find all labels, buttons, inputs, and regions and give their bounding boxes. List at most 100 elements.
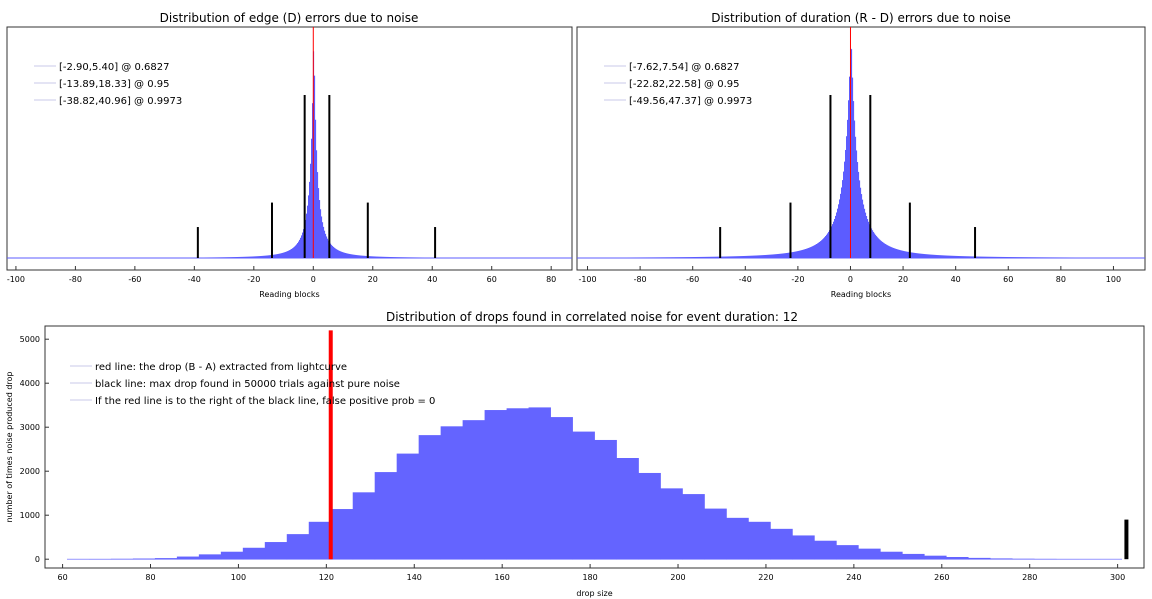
chart2-histogram-bar	[840, 193, 842, 258]
chart2-histogram-bar	[731, 256, 733, 258]
chart2-histogram-bar	[907, 251, 909, 258]
chart1-histogram-bar	[340, 251, 342, 258]
chart2-histogram-bar	[709, 256, 711, 258]
chart2-histogram-bar	[836, 212, 838, 258]
chart1-histogram-bar	[289, 250, 291, 258]
chart2-histogram-bar	[899, 249, 901, 258]
chart2-histogram-bar	[828, 231, 830, 258]
chart2-histogram-bar	[780, 253, 782, 258]
chart2-histogram-bar	[908, 251, 910, 258]
chart2-histogram-bar	[839, 199, 841, 258]
chart1-histogram-bar	[375, 256, 377, 258]
chart1-histogram-bar	[330, 243, 332, 258]
chart2-histogram-bar	[838, 204, 840, 258]
chart2-histogram-bar	[808, 247, 810, 258]
chart2-histogram-bar	[773, 254, 775, 258]
chart3-bar	[660, 488, 683, 560]
chart2-legend-entry-2: [-49.56,47.37] @ 0.9973	[629, 96, 752, 107]
chart2-histogram-bar	[814, 245, 816, 258]
chart1-histogram-bar	[359, 255, 361, 258]
chart2-histogram-bar	[743, 256, 745, 258]
chart1-title: Distribution of edge (D) errors due to n…	[159, 11, 419, 25]
chart2-histogram-bar	[953, 255, 955, 258]
chart2-histogram-bar	[845, 149, 847, 258]
chart1-histogram-bar	[245, 256, 247, 258]
chart1-histogram-bar	[280, 253, 282, 258]
chart2-histogram-bar	[844, 161, 846, 258]
chart2-histogram-bar	[936, 254, 938, 258]
chart3-bar	[418, 435, 442, 560]
chart1-histogram-bar	[344, 252, 346, 258]
chart2-histogram-bar	[935, 254, 937, 258]
chart2-histogram-bar	[811, 246, 813, 258]
chart2-histogram-bar	[893, 247, 895, 258]
chart2-histogram-bar	[727, 256, 729, 258]
chart2-histogram-bar	[950, 255, 952, 258]
chart2-histogram-bar	[807, 248, 809, 258]
chart1-histogram-bar	[357, 255, 359, 258]
chart1-histogram-bar	[354, 254, 356, 258]
chart3-ylabel: number of times noise produced drop	[5, 372, 14, 523]
chart1-histogram-bar	[248, 256, 250, 258]
chart1-histogram-bar	[355, 254, 357, 258]
chart2-histogram-bar	[822, 239, 824, 258]
chart1-xtick-label: -40	[188, 275, 201, 284]
chart2-histogram-bar	[924, 254, 926, 258]
chart1-histogram-bar	[343, 252, 345, 258]
chart1-histogram-bar	[339, 250, 341, 258]
chart3-bar	[902, 553, 925, 560]
chart2-histogram-bar	[898, 249, 900, 258]
chart2-histogram-bar	[725, 256, 727, 258]
chart1-histogram-bar	[306, 213, 308, 258]
chart2-histogram-bar	[978, 256, 980, 258]
chart1-histogram-bar	[351, 254, 353, 258]
chart2-histogram-bar	[768, 254, 770, 258]
chart2-histogram-bar	[746, 255, 748, 258]
chart2-histogram-bar	[904, 251, 906, 258]
chart2-histogram-bar	[737, 256, 739, 258]
chart2-histogram-bar	[885, 244, 887, 258]
chart2-histogram-bar	[697, 256, 699, 258]
chart2-histogram-bar	[803, 249, 805, 258]
chart2-histogram-bar	[726, 256, 728, 258]
chart1-xtick-label: -80	[69, 275, 82, 284]
chart2-histogram-bar	[929, 254, 931, 258]
chart3-xtick-label: 160	[495, 573, 510, 582]
chart2-histogram-bar	[834, 218, 836, 258]
chart2-histogram-bar	[932, 254, 934, 258]
chart1-histogram-bar	[360, 255, 362, 258]
chart1-histogram-bar	[266, 255, 268, 258]
chart2-histogram-bar	[863, 204, 865, 258]
chart1-xtick-label: 80	[546, 275, 556, 284]
chart1-histogram-bar	[315, 119, 317, 258]
chart3-bar	[198, 554, 222, 560]
chart2-histogram-bar	[715, 256, 717, 258]
chart3-bar	[352, 492, 376, 560]
chart2-histogram-bar	[966, 256, 968, 258]
chart2-histogram-bar	[944, 255, 946, 258]
chart1-histogram-bar	[379, 256, 381, 258]
chart2-xtick-label: -80	[634, 275, 647, 284]
chart1-histogram-bar	[384, 256, 386, 258]
chart2-histogram-bar	[965, 256, 967, 258]
chart2-histogram-bar	[954, 255, 956, 258]
chart2-xtick-label: -40	[739, 275, 752, 284]
chart2-histogram-bar	[1006, 256, 1008, 258]
chart3-bar	[836, 545, 859, 560]
chart2-histogram-bar	[796, 251, 798, 258]
chart2-xtick-label: 40	[951, 275, 961, 284]
chart3-bar	[132, 558, 156, 560]
chart2-histogram-bar	[832, 224, 834, 258]
chart1-histogram-bar	[254, 256, 256, 258]
chart2-histogram-bar	[939, 255, 941, 258]
chart1-histogram-bar	[295, 245, 297, 258]
chart2-histogram-bar	[903, 250, 905, 258]
chart2-histogram-bar	[902, 250, 904, 258]
chart2-histogram-bar	[911, 252, 913, 258]
chart2-histogram-bar	[884, 243, 886, 258]
chart2-histogram-bar	[712, 256, 714, 258]
chart2-histogram-bar	[934, 254, 936, 258]
chart2-histogram-bar	[1002, 256, 1004, 258]
chart1-histogram-bar	[372, 256, 374, 258]
chart3-ytick-label: 5000	[20, 335, 40, 344]
